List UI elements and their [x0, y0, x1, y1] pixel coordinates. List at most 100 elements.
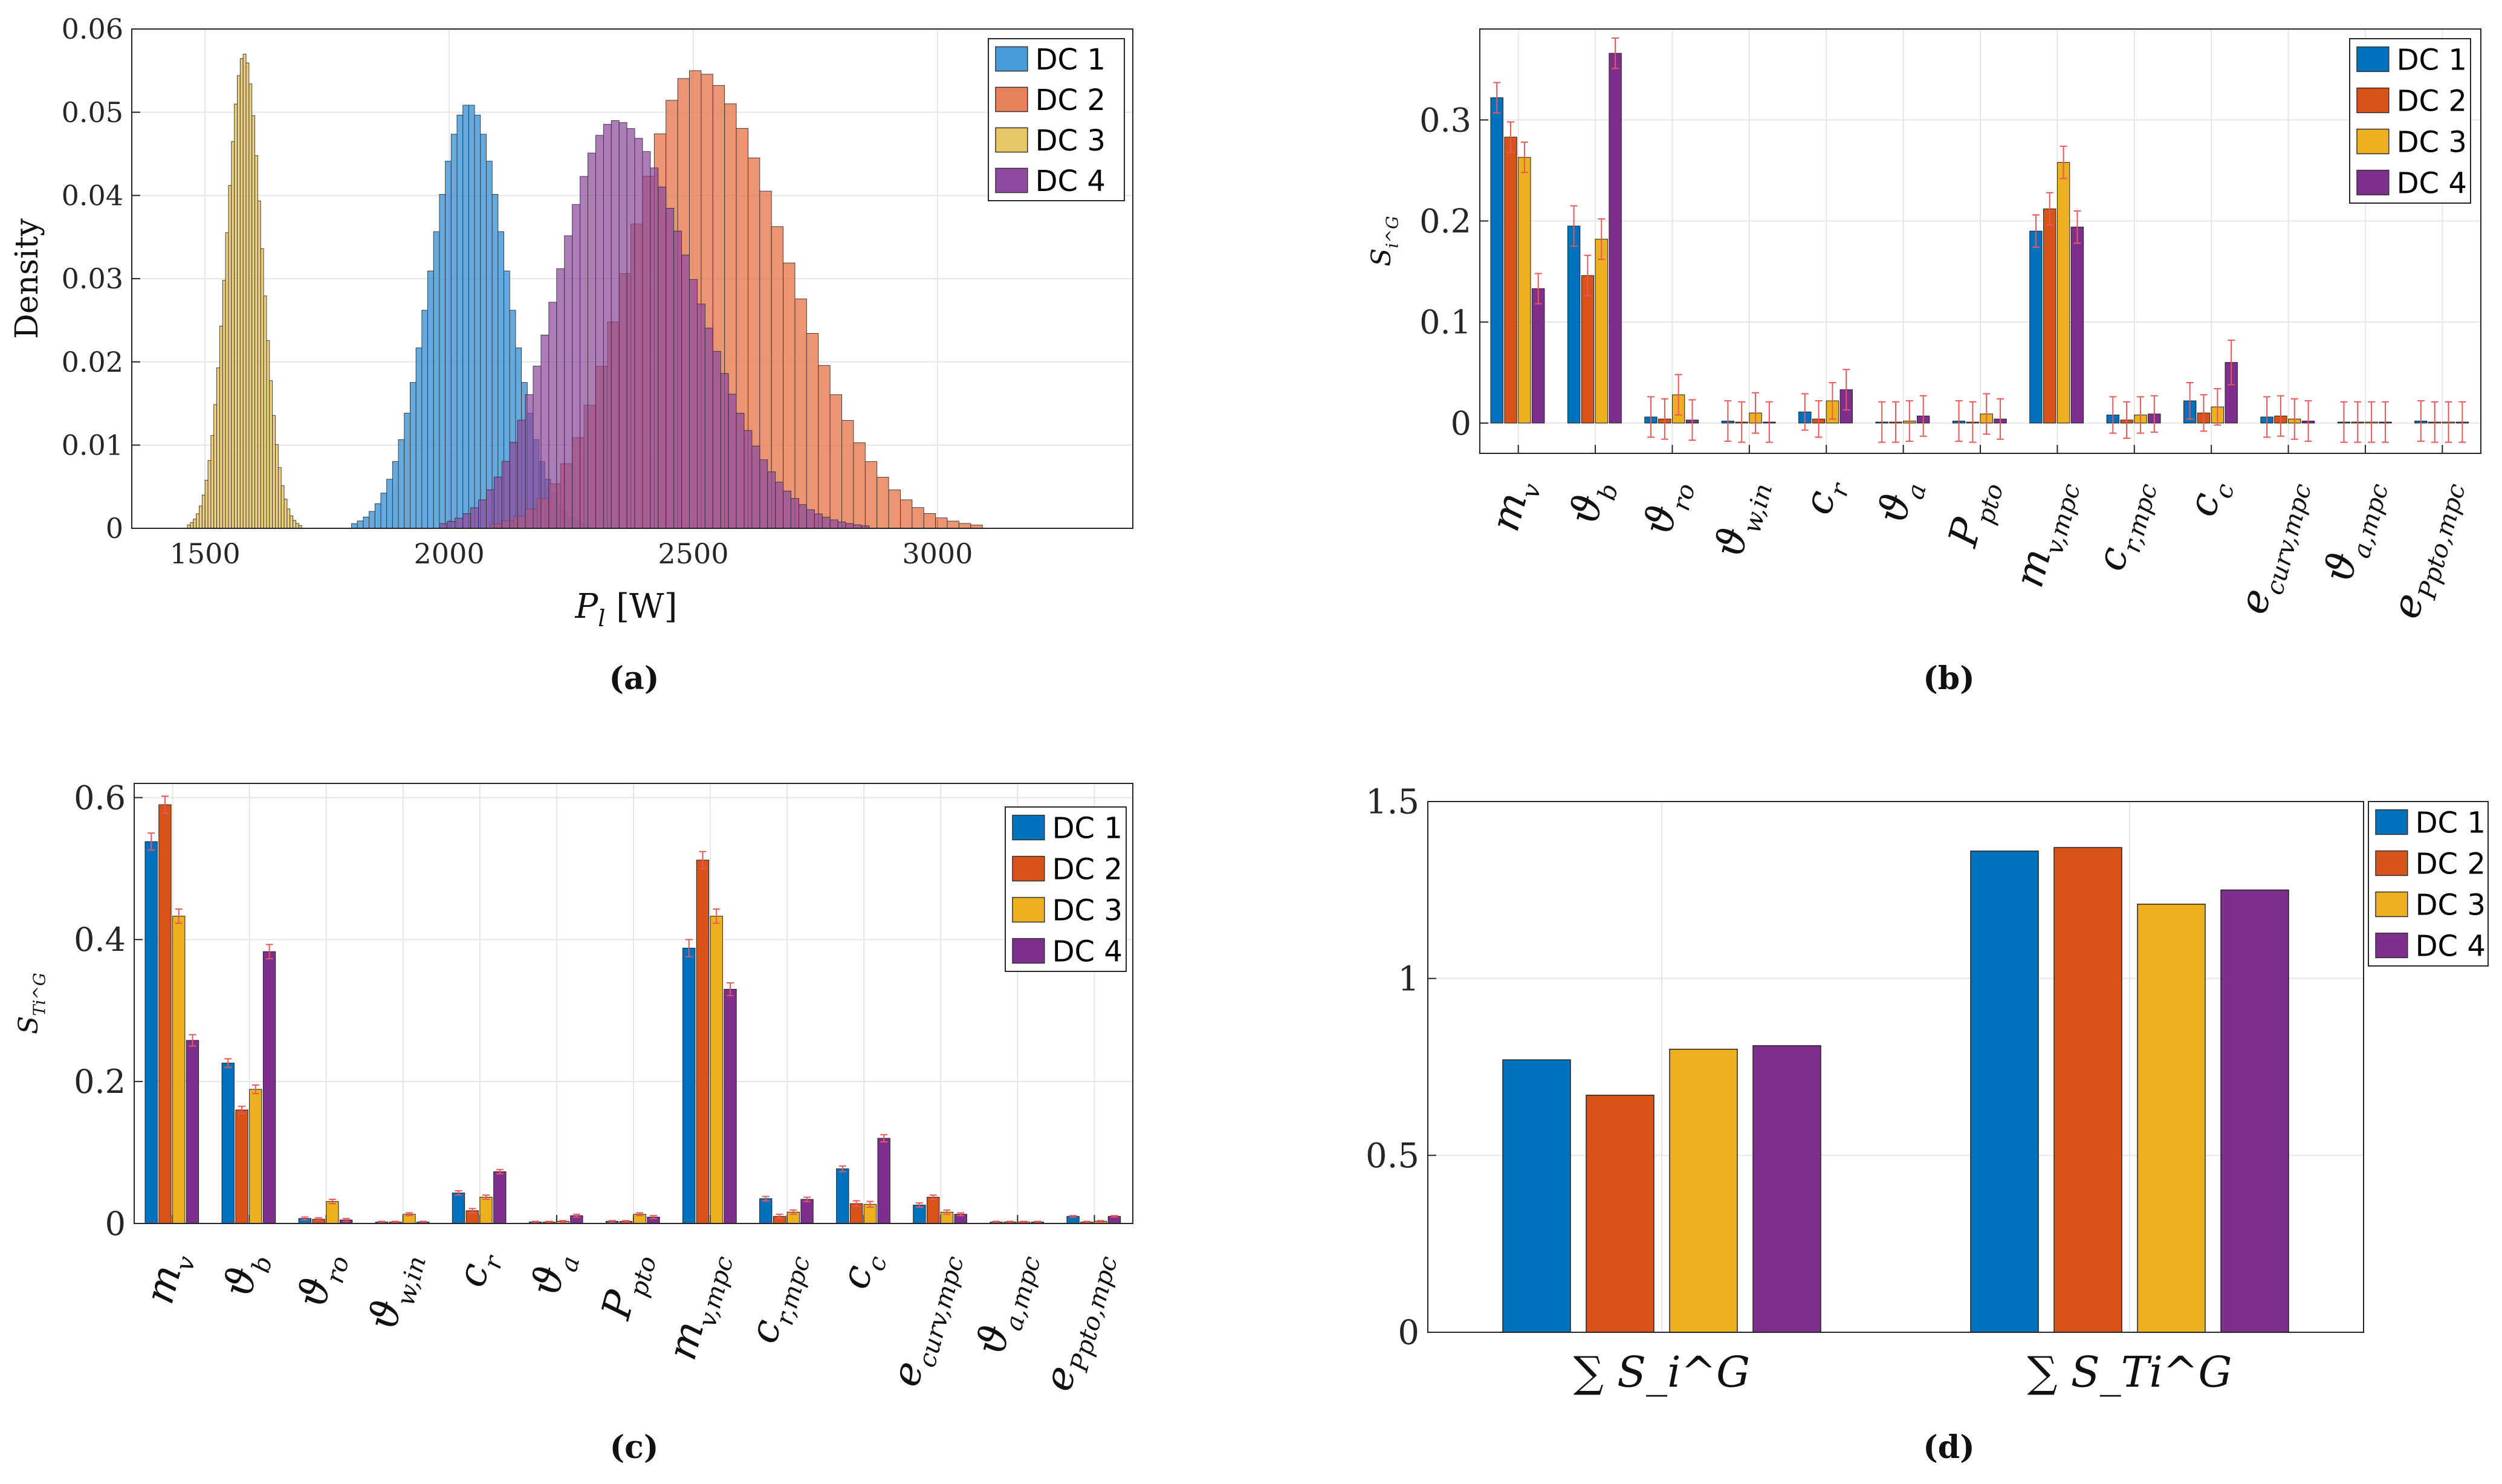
panel-d-bar-dc4	[2220, 889, 2289, 1333]
panel-d-y-tick-label: 0.5	[1366, 1136, 1419, 1176]
panel-a-histogram-bar-dc4	[650, 167, 659, 529]
panel-b-bar-dc3	[2056, 162, 2070, 424]
panel-a-histogram-bar-dc3	[290, 515, 294, 529]
panel-a-histogram-bar-dc3	[231, 141, 235, 529]
panel-c-legend-swatch	[1012, 896, 1045, 923]
panel-d-bar-dc3	[2137, 903, 2206, 1333]
panel-d-bar-dc2	[1586, 1095, 1654, 1333]
panel-a-histogram-bar-dc4	[588, 152, 596, 529]
panel-c-x-tick-label: ϑa	[522, 1246, 585, 1302]
panel-a-histogram-bar-dc1	[369, 511, 375, 529]
panel-a-histogram-bar-dc2	[923, 513, 936, 529]
panel-a-histogram-bar-dc4	[478, 499, 487, 529]
panel-a-histogram-bar-dc2	[864, 461, 878, 529]
panel-a-histogram-bar-dc1	[374, 503, 381, 529]
panel-a-histogram-bar-dc4	[767, 471, 776, 529]
panel-a-histogram-bar-dc4	[525, 394, 534, 529]
panel-a-histogram-bar-dc4	[658, 186, 667, 529]
panel-d-bar-dc1	[1502, 1059, 1571, 1333]
panel-b-y-tick-label: 0	[1451, 404, 1471, 442]
panel-c-legend-swatch	[1012, 855, 1045, 882]
panel-c-legend-swatch	[1012, 814, 1045, 841]
panel-a-histogram-bar-dc1	[433, 231, 440, 529]
panel-a-y-tick-label: 0	[106, 512, 123, 545]
panel-d-y-tick-label: 0	[1398, 1314, 1419, 1353]
panel-d-bar-dc4	[1752, 1045, 1821, 1333]
panel-a-histogram-bar-dc1	[351, 523, 358, 529]
panel-a-histogram-bar-dc4	[751, 446, 760, 529]
panel-a-histogram-bar-dc3	[190, 522, 194, 529]
panel-a-x-tick-label: 1500	[170, 537, 241, 570]
panel-d-legend-swatch	[2375, 932, 2408, 959]
panel-a-x-tick-label: 2500	[658, 537, 728, 570]
panel-c-y-axis-label: STi^G	[13, 973, 49, 1034]
panel-a-histogram-bar-dc3	[228, 185, 232, 529]
panel-a-histogram-bar-dc4	[845, 523, 854, 529]
panel-d-y-tick-label: 1.5	[1366, 783, 1419, 822]
panel-c-bar-dc1	[759, 1198, 773, 1224]
panel-a-histogram-bar-dc3	[295, 523, 299, 529]
panel-a-histogram-bar-dc2	[877, 476, 889, 529]
panel-a-histogram-bar-dc2	[958, 523, 971, 529]
panel-a-histogram-bar-dc4	[493, 476, 502, 529]
panel-a-histogram-bar-dc1	[386, 479, 393, 529]
panel-a-histogram-bar-dc3	[216, 368, 220, 529]
panel-a-histogram-bar-dc3	[242, 54, 247, 529]
panel-b-bar-dc4	[2070, 227, 2084, 424]
panel-a-histogram: 0 0.01 0.02 0.03 0.04 0.05 0.06 1500 2000 2500 300…	[9, 13, 1133, 697]
panel-c-bar-dc4	[724, 989, 737, 1224]
panel-d-legend-swatch	[2375, 809, 2408, 835]
panel-a-histogram-bar-dc3	[237, 75, 241, 529]
panel-a-histogram-bar-dc4	[728, 394, 737, 529]
panel-a-histogram-bar-dc4	[712, 351, 721, 529]
panel-a-legend-label: DC 3	[1035, 124, 1106, 158]
panel-a-histogram-bar-dc4	[720, 373, 729, 529]
panel-b-legend-swatch	[2356, 169, 2390, 196]
panel-b-legend-swatch	[2356, 87, 2390, 114]
panel-d-sum-of-indices-chart: 0 0.5 1 1.5 ∑ S_i^G ∑ S_Ti^G DC 1 DC 2 DC 3 DC 4 (…	[1366, 783, 2489, 1466]
panel-a-histogram-bar-dc4	[696, 303, 705, 529]
panel-a-histogram-bar-dc3	[239, 58, 244, 529]
panel-d-legend-swatch	[2375, 850, 2408, 876]
panel-a-histogram-bar-dc3	[266, 340, 270, 529]
panel-d-legend-label: DC 2	[2416, 847, 2486, 881]
panel-a-histogram-bar-dc3	[210, 435, 215, 529]
panel-a-histogram-bar-dc4	[689, 279, 698, 529]
panel-a-y-tick-label: 0.03	[62, 262, 123, 295]
panel-a-histogram-bar-dc3	[234, 103, 238, 529]
panel-a-histogram-bar-dc4	[673, 230, 682, 529]
panel-c-legend-label: DC 1	[1052, 811, 1123, 845]
panel-a-histogram-bar-dc1	[456, 114, 464, 529]
panel-a-histogram-bar-dc1	[398, 439, 405, 529]
panel-a-y-tick-label: 0.04	[62, 179, 123, 212]
panel-a-histogram-bar-dc3	[260, 248, 264, 529]
panel-a-histogram-bar-dc4	[564, 235, 573, 529]
panel-a-histogram-bar-dc1	[445, 161, 452, 529]
panel-d-x-tick-label: ∑ S_Ti^G	[2027, 1347, 2232, 1397]
panel-a-histogram-bar-dc3	[201, 494, 206, 529]
panel-a-histogram-bar-dc4	[517, 420, 526, 529]
panel-d-caption: (d)	[1923, 1429, 1975, 1466]
panel-d-bar-dc1	[1970, 851, 2039, 1333]
panel-c-legend-label: DC 3	[1052, 893, 1123, 927]
panel-a-histogram-bar-dc3	[254, 155, 258, 529]
panel-a-histogram-bar-dc4	[486, 489, 494, 529]
panel-c-bar-dc3	[326, 1201, 339, 1224]
panel-c-legend-label: DC 4	[1052, 935, 1123, 968]
panel-a-histogram-bar-dc2	[947, 520, 959, 529]
panel-a-histogram-bar-dc3	[263, 296, 267, 529]
panel-c-y-tick-label: 0	[105, 1205, 126, 1243]
panel-b-y-tick-label: 0.3	[1419, 101, 1471, 139]
panel-c-y-tick-label: 0.6	[74, 779, 126, 817]
panel-a-histogram-bar-dc1	[421, 309, 428, 529]
panel-a-histogram-bar-dc3	[248, 83, 253, 529]
panel-a-histogram-bar-dc4	[783, 490, 791, 529]
panel-a-legend-label: DC 2	[1035, 83, 1106, 117]
panel-c-y-tick-label: 0.4	[74, 921, 126, 959]
panel-d-legend-swatch	[2375, 891, 2408, 918]
panel-d-x-tick-label: ∑ S_i^G	[1573, 1347, 1750, 1397]
panel-b-y-tick-label: 0.2	[1419, 202, 1471, 240]
